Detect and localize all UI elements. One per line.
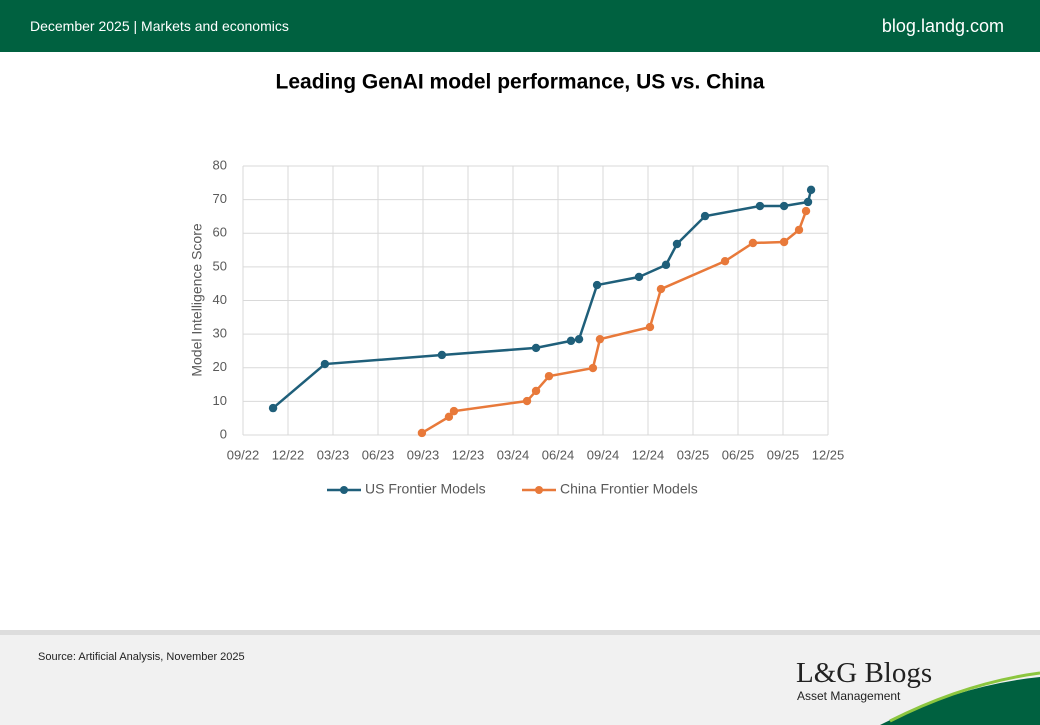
data-point [661,260,671,270]
data-point [592,280,602,290]
swoosh [880,671,1040,725]
x-tick-label: 06/23 [362,447,395,462]
x-tick-label: 09/25 [767,447,800,462]
x-tick-label: 09/24 [587,447,620,462]
y-axis-label: Model Intelligence Score [189,223,205,377]
data-point [806,185,816,195]
legend-label: China Frontier Models [560,481,698,497]
x-tick-label: 06/25 [722,447,755,462]
header-left: December 2025 | Markets and economics [30,18,289,34]
header-link[interactable]: blog.landg.com [881,16,1004,36]
data-point [437,350,447,360]
data-point [748,238,758,248]
chart: Leading GenAI model performance, US vs. … [189,71,845,497]
legend-marker [340,486,348,494]
x-tick-label: 12/22 [272,447,305,462]
x-tick-label: 03/25 [677,447,710,462]
x-tick-label: 03/24 [497,447,530,462]
header: December 2025 | Markets and economics bl… [0,0,1040,52]
data-point [801,206,811,216]
x-tick-label: 12/23 [452,447,485,462]
data-point [720,256,730,266]
data-point [794,225,804,235]
data-point [449,406,459,416]
y-tick-label: 0 [220,426,227,441]
data-point [700,211,710,221]
data-point [595,334,605,344]
y-tick-label: 10 [213,393,227,408]
source: Source: Artificial Analysis, November 20… [38,651,245,663]
y-tick-label: 40 [213,292,227,307]
data-point [672,239,682,249]
data-point [588,363,598,373]
data-point [531,386,541,396]
legend-marker [535,486,543,494]
data-point [320,359,330,369]
data-point [645,322,655,332]
x-tick-label: 09/22 [227,447,260,462]
y-tick-label: 70 [213,191,227,206]
data-point [779,201,789,211]
data-point [531,343,541,353]
data-point [268,403,278,413]
y-tick-label: 20 [213,359,227,374]
data-point [803,197,813,207]
y-tick-label: 30 [213,326,227,341]
legend-label: US Frontier Models [365,481,486,497]
data-point [574,334,584,344]
data-point [544,371,554,381]
y-tick-label: 50 [213,258,227,273]
data-point [444,412,454,422]
series-line [272,189,813,410]
data-point [656,284,666,294]
data-point [566,336,576,346]
data-point [634,272,644,282]
series-line [421,210,808,435]
x-tick-label: 09/23 [407,447,440,462]
footer: Source: Artificial Analysis, November 20… [0,630,1040,725]
data-point [417,428,427,438]
x-tick-label: 06/24 [542,447,575,462]
x-tick-label: 12/24 [632,447,665,462]
logo-tagline: Asset Management [797,689,901,703]
data-point [755,201,765,211]
chart-title: Leading GenAI model performance, US vs. … [276,71,765,94]
y-tick-label: 60 [213,225,227,240]
data-point [779,237,789,247]
y-tick-label: 80 [213,157,227,172]
x-tick-label: 12/25 [812,447,845,462]
x-tick-label: 03/23 [317,447,350,462]
data-point [522,396,532,406]
logo: L&G Blogs [796,657,933,689]
